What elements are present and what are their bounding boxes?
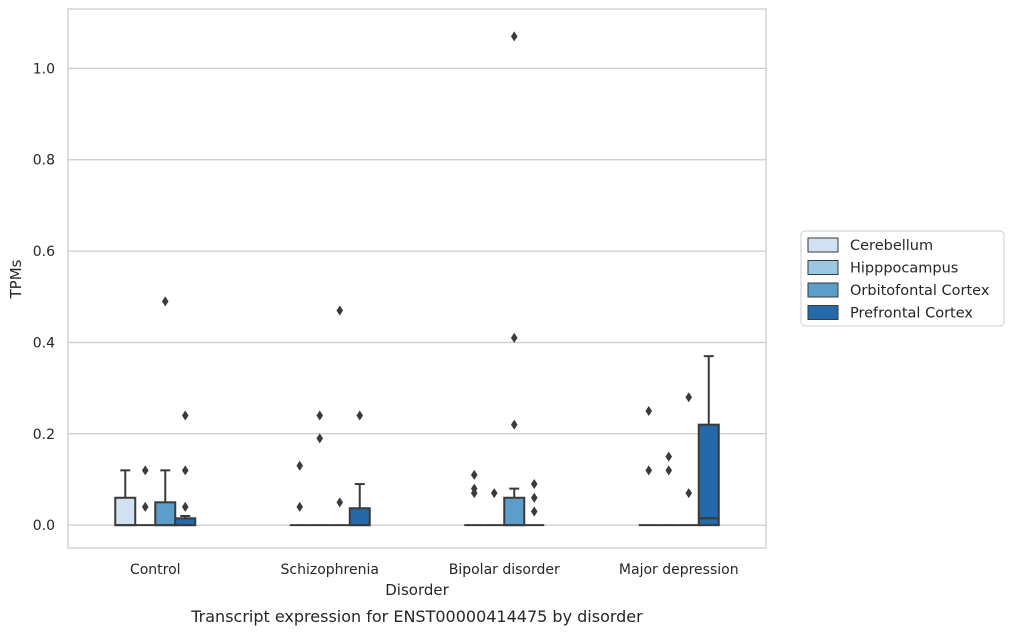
box-group [348,410,371,527]
outlier-point [336,305,344,316]
outlier-point [161,296,169,307]
legend-swatch [807,282,839,298]
outlier-point [470,469,478,480]
outlier-point [530,492,538,503]
y-tick-label: 0.0 [33,518,55,534]
box-group [154,296,177,527]
legend-label: Prefrontal Cortex [850,306,973,322]
legend-label: Hipppocampus [850,261,958,277]
box-rect [154,501,177,527]
outlier-point [141,465,149,476]
outlier-point [510,31,518,42]
box-group [658,451,679,527]
outlier-point [510,419,518,430]
outlier-point [316,433,324,444]
box-group [135,465,156,527]
outlier-point [490,488,498,499]
x-tick-label: Schizophrenia [281,562,379,578]
legend-swatch [807,305,839,320]
box-group [114,469,137,527]
outlier-point [181,465,189,476]
outlier-point [181,501,189,512]
outlier-point [316,410,324,421]
y-tick-label: 0.6 [33,244,55,260]
x-tick-label: Major depression [619,562,739,578]
legend-frame [800,230,1005,327]
y-tick-label: 1.0 [33,61,55,77]
outlier-point [510,332,518,343]
legend-swatch [807,237,839,253]
box-rect [114,496,137,527]
legend-label: Orbitofontal Cortex [850,283,990,299]
box-group [678,392,699,527]
outlier-point [685,488,693,499]
plot-area [67,8,767,549]
legend-swatch [807,260,839,275]
chart-caption: Transcript expression for ENST0000041447… [190,607,643,626]
box-rect [503,496,526,527]
box-rect [348,507,371,527]
outlier-point [685,392,693,403]
legend: Cerebellum Hipppocampus Orbitofontal Corte… [800,230,1005,327]
outlier-point [530,506,538,517]
box-group [503,31,526,527]
box-group [638,405,659,527]
box-group [697,355,720,527]
y-tick-label: 0.4 [33,335,55,351]
outlier-point [470,483,478,494]
outlier-point [296,460,304,471]
y-tick-label: 0.2 [33,427,55,443]
outlier-point [181,410,189,421]
box-rect [697,423,720,527]
y-axis-label: TPMs [7,259,25,299]
outlier-point [645,465,653,476]
outlier-point [141,501,149,512]
outlier-point [665,465,673,476]
box-group [309,410,330,527]
box-rect [174,517,197,527]
y-tick-label: 0.8 [33,153,55,169]
x-tick-label: Control [130,562,181,578]
box-group [174,410,197,527]
outlier-point [336,497,344,508]
outlier-point [665,451,673,462]
legend-label: Cerebellum [850,238,933,254]
box-group [329,305,350,527]
outlier-point [530,479,538,490]
box-series [114,31,720,527]
x-axis-ticks: Control Schizophrenia Bipolar disorder Majo… [130,562,739,578]
outlier-point [296,501,304,512]
outlier-point [356,410,364,421]
x-axis-label: Disorder [385,581,449,599]
box-group [484,488,505,527]
outlier-point [645,405,653,416]
box-group [524,479,545,527]
x-tick-label: Bipolar disorder [449,562,560,578]
y-axis-ticks: 0.0 0.2 0.4 0.6 0.8 1.0 [33,61,55,534]
box-group [289,460,310,527]
box-group [464,469,485,527]
